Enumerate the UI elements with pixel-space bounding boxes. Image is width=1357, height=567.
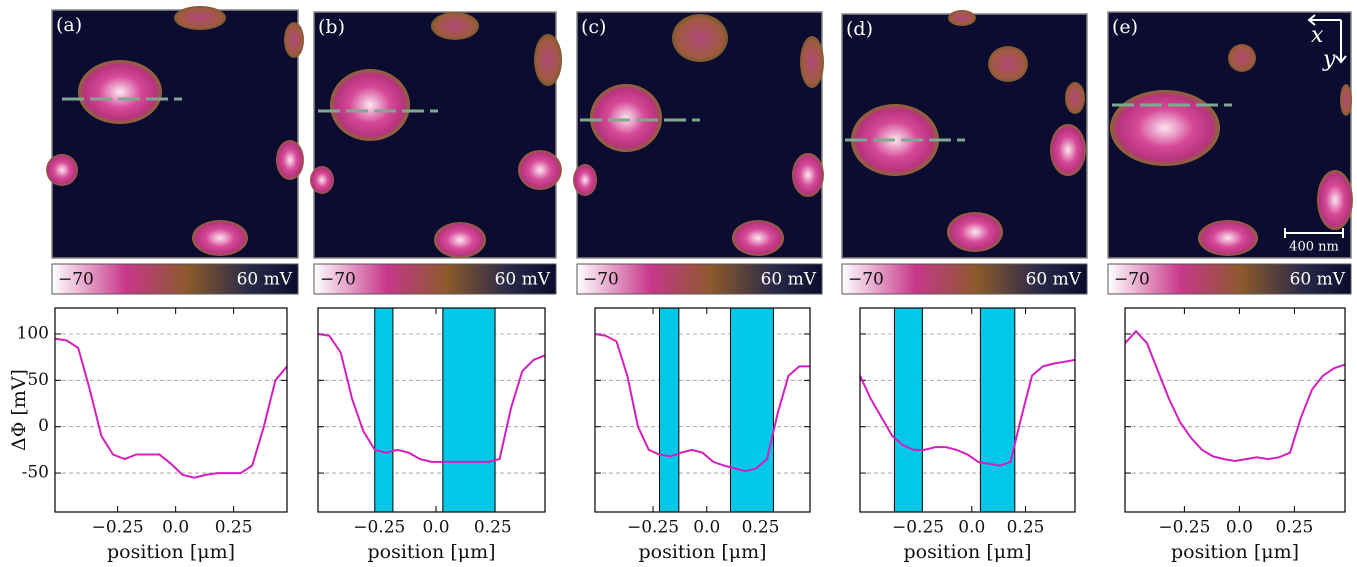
colorbar-min-label: −70 — [58, 270, 94, 290]
profile-curve — [317, 333, 546, 463]
colorbar — [1107, 263, 1352, 295]
x-tick-label: 0.0 — [162, 518, 189, 538]
colorbar-min-label: −70 — [848, 270, 884, 290]
x-axis-label: position [μm] — [367, 541, 495, 563]
grain — [1340, 84, 1352, 116]
grain — [518, 150, 562, 190]
plot-frame — [54, 307, 288, 513]
x-tick-label: 0.0 — [958, 518, 985, 538]
grain — [1228, 44, 1256, 72]
plot-frame — [317, 307, 546, 513]
x-tick-label: −0.25 — [627, 518, 679, 538]
colorbar-max-label: 60 mV — [1290, 270, 1346, 290]
grain — [800, 36, 824, 88]
panel-label: (a) — [56, 14, 82, 36]
highlight-region — [893, 307, 923, 513]
y-tick-label: 0 — [38, 416, 49, 436]
panel-label: (b) — [318, 16, 345, 38]
grain — [988, 46, 1028, 82]
x-tick-label: 0.25 — [215, 518, 253, 538]
plot-frame — [859, 307, 1076, 513]
colorbar-max-label: 60 mV — [761, 270, 817, 290]
grain — [534, 34, 562, 86]
grain — [948, 10, 976, 26]
grain — [590, 84, 662, 152]
x-tick-label: −0.25 — [892, 518, 944, 538]
x-tick-label: −0.25 — [1158, 518, 1210, 538]
x-axis-label: position [μm] — [107, 541, 235, 563]
x-axis-label: position [μm] — [638, 541, 766, 563]
grain — [284, 22, 304, 58]
highlight-region — [374, 307, 394, 513]
profile-curve — [859, 358, 1076, 467]
grain — [330, 69, 410, 141]
x-axis-label: position [μm] — [1171, 541, 1299, 563]
axis-arrow — [1307, 14, 1347, 64]
grain — [431, 12, 479, 40]
grain — [672, 14, 728, 62]
highlight-region — [729, 307, 774, 513]
y-axis-label: ΔΦ [mV] — [8, 369, 30, 451]
grain — [310, 166, 334, 194]
highlight-region — [442, 307, 496, 513]
x-tick-label: 0.0 — [1226, 518, 1253, 538]
grain — [1065, 82, 1085, 114]
profile-curve — [594, 333, 810, 473]
plot-frame — [594, 307, 811, 513]
panel-label: (d) — [846, 18, 873, 40]
plot-frame — [1124, 307, 1346, 513]
x-tick-label: 0.25 — [1275, 518, 1313, 538]
grain — [434, 222, 486, 258]
grain — [792, 153, 824, 197]
panel-label: (c) — [581, 16, 606, 38]
highlight-region — [659, 307, 680, 513]
profile-curve — [54, 337, 288, 479]
axis-arrow-x: x — [1311, 23, 1324, 48]
highlight-region — [979, 307, 1016, 513]
scale-bar — [1284, 228, 1344, 238]
axis-arrow-y: y — [1322, 47, 1336, 72]
grain — [732, 220, 784, 256]
y-tick-label: 50 — [27, 370, 49, 390]
x-tick-label: −0.25 — [92, 518, 144, 538]
grain — [947, 212, 1003, 252]
colorbar-max-label: 60 mV — [495, 270, 551, 290]
x-tick-label: 0.25 — [474, 518, 512, 538]
scale-bar-label: 400 nm — [1289, 240, 1339, 255]
x-axis-label: position [μm] — [903, 541, 1031, 563]
colorbar — [51, 263, 299, 295]
colorbar-max-label: 60 mV — [237, 270, 293, 290]
grain — [192, 220, 248, 256]
x-tick-label: 0.25 — [1007, 518, 1045, 538]
x-tick-label: −0.25 — [353, 518, 405, 538]
colorbar-max-label: 60 mV — [1026, 270, 1082, 290]
colorbar-min-label: −70 — [1114, 270, 1150, 290]
grain — [1050, 124, 1086, 176]
x-tick-label: 0.25 — [742, 518, 780, 538]
colorbar — [576, 263, 823, 295]
profile-curve — [1124, 329, 1346, 463]
grain — [78, 60, 162, 124]
colorbar — [313, 263, 557, 295]
grain — [1198, 220, 1258, 256]
panel-label: (e) — [1112, 16, 1138, 38]
x-tick-label: 0.0 — [423, 518, 450, 538]
y-tick-label: -50 — [22, 463, 49, 483]
y-tick-label: 100 — [17, 323, 49, 343]
grain — [46, 154, 78, 186]
grain — [1110, 90, 1220, 166]
colorbar — [841, 263, 1088, 295]
colorbar-min-label: −70 — [320, 270, 356, 290]
afm-image — [51, 9, 299, 259]
colorbar-min-label: −70 — [583, 270, 619, 290]
grain — [174, 6, 226, 30]
grain — [1317, 170, 1353, 230]
grain — [276, 140, 304, 180]
x-tick-label: 0.0 — [693, 518, 720, 538]
grain — [573, 164, 597, 196]
